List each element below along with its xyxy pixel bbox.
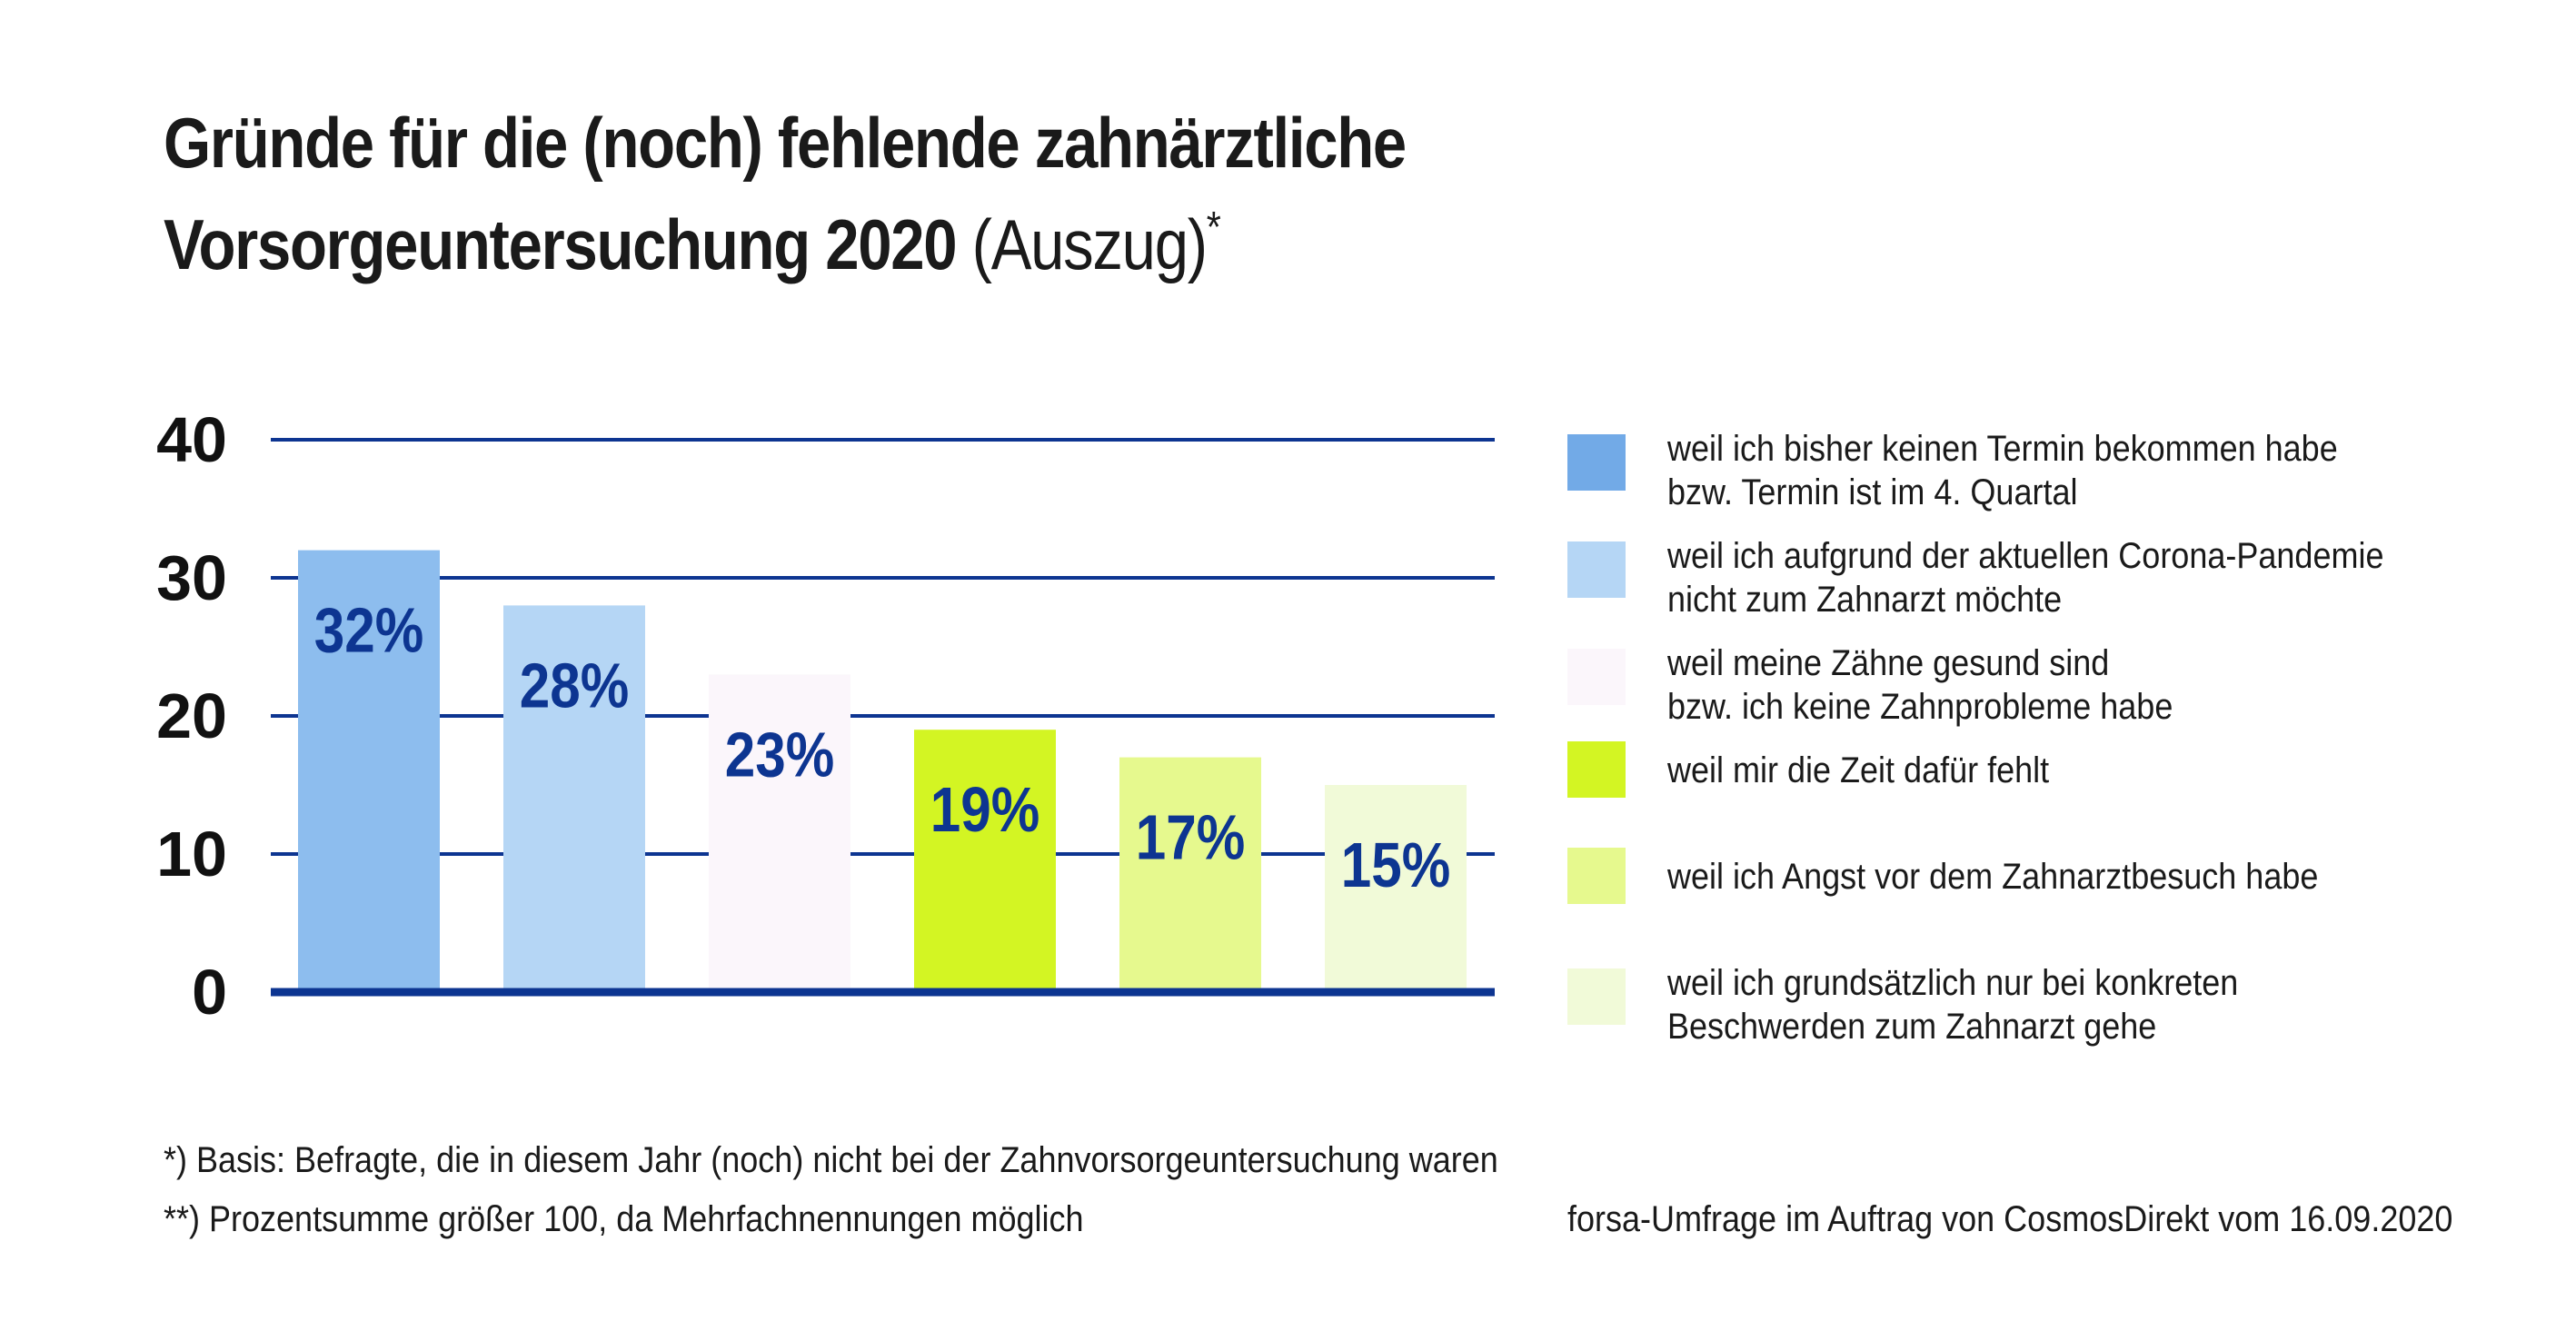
legend-label-line-1: weil meine Zähne gesund sind — [1667, 643, 2110, 683]
title-line-2-bold: Vorsorgeuntersuchung 2020 — [164, 204, 958, 284]
bar — [709, 674, 850, 992]
legend-item: weil ich Angst vor dem Zahnarztbesuch ha… — [1567, 848, 2531, 937]
legend-swatch — [1567, 434, 1626, 491]
legend-swatch — [1567, 968, 1626, 1025]
legend-label: weil ich grundsätzlich nur bei konkreten… — [1667, 961, 2238, 1048]
bar-value-label: 23% — [725, 719, 834, 790]
legend-label-line-1: weil mir die Zeit dafür fehlt — [1667, 750, 2050, 790]
legend-swatch — [1567, 741, 1626, 798]
legend-label: weil ich Angst vor dem Zahnarztbesuch ha… — [1667, 855, 2318, 899]
footnote-percent-sum: **) Prozentsumme größer 100, da Mehrfach… — [164, 1199, 1084, 1239]
legend-item: weil mir die Zeit dafür fehlt — [1567, 741, 2531, 830]
y-tick-label: 10 — [156, 819, 227, 889]
legend-label-line-1: weil ich grundsätzlich nur bei konkreten — [1667, 963, 2239, 1003]
legend-swatch — [1567, 649, 1626, 705]
legend-label-line-1: weil ich bisher keinen Termin bekommen h… — [1667, 429, 2338, 469]
legend-swatch — [1567, 541, 1626, 598]
bar — [1325, 785, 1467, 992]
bar — [1119, 757, 1261, 992]
legend-item: weil meine Zähne gesund sind bzw. ich kei… — [1567, 641, 2531, 727]
title-asterisk: * — [1206, 204, 1221, 252]
legend-label-line-2: bzw. Termin ist im 4. Quartal — [1667, 472, 2078, 512]
legend-item: weil ich grundsätzlich nur bei konkreten… — [1567, 961, 2531, 1047]
y-tick-label: 40 — [156, 404, 227, 475]
legend-label-line-2: Beschwerden zum Zahnarzt gehe — [1667, 1007, 2157, 1047]
bars — [298, 550, 1467, 992]
legend-label-line-1: weil ich Angst vor dem Zahnarztbesuch ha… — [1667, 857, 2319, 897]
axis: 0 10 20 30 40 — [156, 404, 1495, 1028]
legend-label: weil mir die Zeit dafür fehlt — [1667, 749, 2049, 792]
footnote-basis: *) Basis: Befragte, die in diesem Jahr (… — [164, 1140, 1498, 1180]
bar — [914, 730, 1056, 992]
title-line-1: Gründe für die (noch) fehlende zahnärztl… — [164, 103, 1407, 183]
bar-value-label: 17% — [1136, 801, 1245, 872]
legend-label-line-2: nicht zum Zahnarzt möchte — [1667, 580, 2063, 620]
legend-label: weil meine Zähne gesund sind bzw. ich kei… — [1667, 641, 2173, 729]
y-tick-label: 20 — [156, 680, 227, 751]
bar-value-label: 15% — [1341, 829, 1450, 900]
chart-title: Gründe für die (noch) fehlende zahnärztl… — [164, 100, 1407, 287]
legend-label-line-1: weil ich aufgrund der aktuellen Corona-P… — [1667, 536, 2384, 576]
gridlines — [271, 438, 1495, 856]
bar — [503, 605, 645, 992]
bar-labels: 32% 28% 23% 19% 17% 15% — [314, 594, 1450, 900]
legend-label: weil ich bisher keinen Termin bekommen h… — [1667, 427, 2338, 514]
legend-label: weil ich aufgrund der aktuellen Corona-P… — [1667, 534, 2383, 621]
source-note: forsa-Umfrage im Auftrag von CosmosDirek… — [1567, 1199, 2453, 1239]
title-line-2-regular: (Auszug) — [956, 204, 1208, 284]
legend-swatch — [1567, 848, 1626, 904]
legend-label-line-2: bzw. ich keine Zahnprobleme habe — [1667, 687, 2173, 727]
bar-value-label: 32% — [314, 594, 423, 665]
bar-value-label: 28% — [520, 650, 629, 720]
legend-item: weil ich bisher keinen Termin bekommen h… — [1567, 427, 2531, 512]
bar — [298, 550, 440, 992]
y-tick-label: 0 — [192, 957, 227, 1028]
y-tick-label: 30 — [156, 542, 227, 613]
legend-item: weil ich aufgrund der aktuellen Corona-P… — [1567, 534, 2531, 620]
bar-value-label: 19% — [930, 774, 1039, 845]
